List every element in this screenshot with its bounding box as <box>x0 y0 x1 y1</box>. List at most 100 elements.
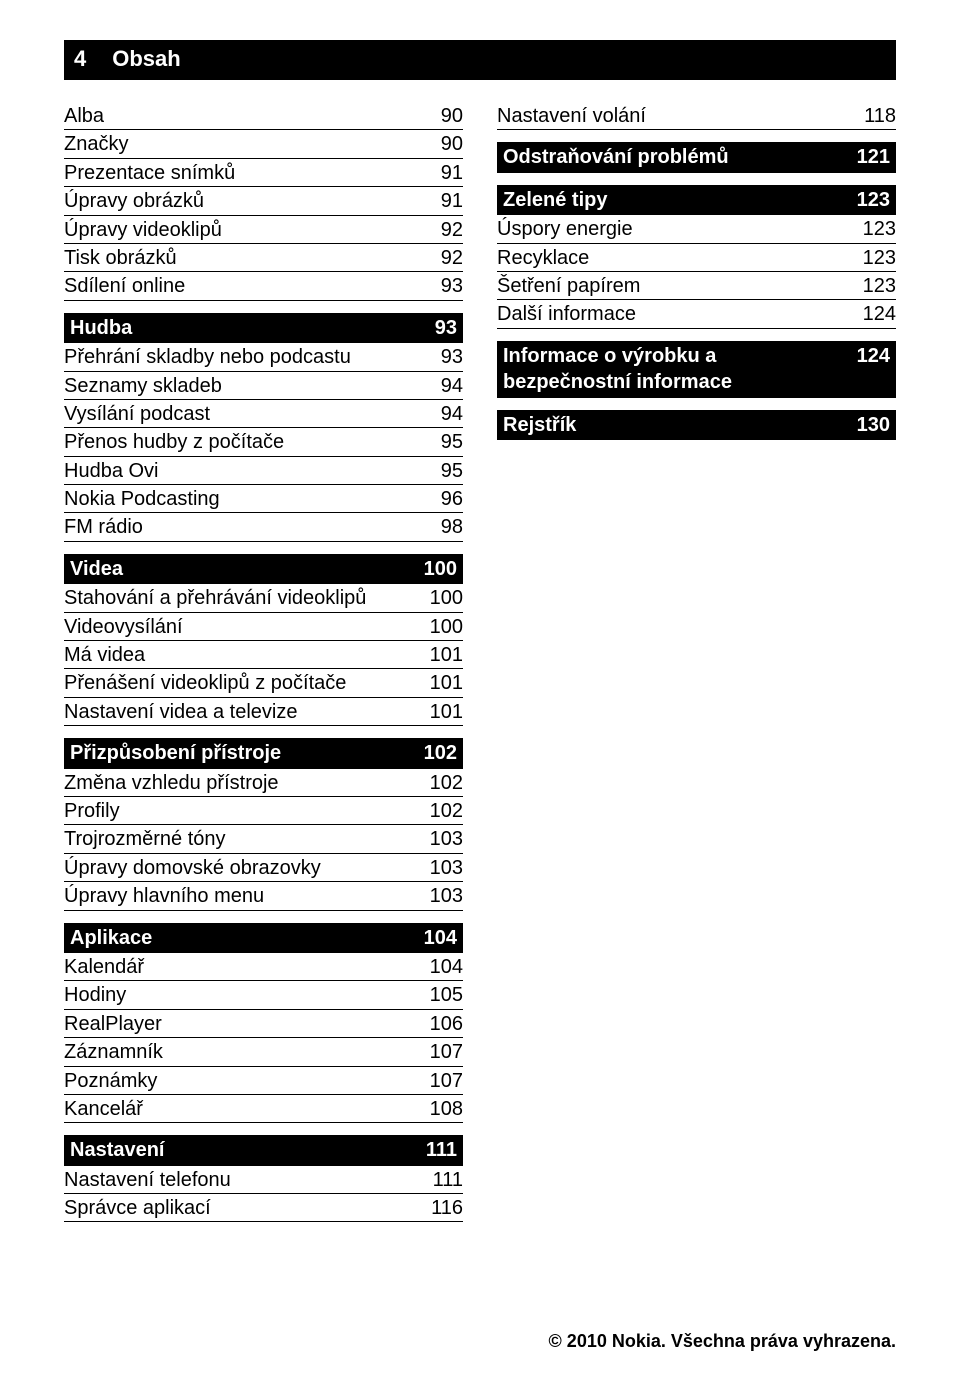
toc-entry-page: 90 <box>441 131 463 157</box>
toc-entry: Videovysílání100 <box>64 613 463 641</box>
toc-entry-page: 98 <box>441 514 463 540</box>
toc-entry-page: 107 <box>430 1068 463 1094</box>
toc-section-title: Videa <box>70 556 424 582</box>
toc-entry-title: Sdílení online <box>64 273 441 299</box>
toc-entry-title: Nastavení volání <box>497 103 864 129</box>
copyright-footer: © 2010 Nokia. Všechna práva vyhrazena. <box>549 1331 896 1352</box>
toc-entry-page: 105 <box>430 982 463 1008</box>
toc-entry-title: Nastavení videa a televize <box>64 699 430 725</box>
toc-columns: Alba90Značky90Prezentace snímků91Úpravy … <box>64 102 896 1222</box>
toc-entry-page: 92 <box>441 245 463 271</box>
toc-entry-title: Přenos hudby z počítače <box>64 429 441 455</box>
toc-entry: Seznamy skladeb94 <box>64 372 463 400</box>
toc-entry-page: 103 <box>430 855 463 881</box>
toc-section-title: Hudba <box>70 315 435 341</box>
toc-section-header: Informace o výrobku a bezpečnostní infor… <box>497 341 896 398</box>
toc-section-page: 100 <box>424 556 457 582</box>
toc-entry-page: 116 <box>431 1195 463 1221</box>
toc-section-page: 93 <box>435 315 457 341</box>
toc-entry-title: Úpravy obrázků <box>64 188 441 214</box>
toc-entry-page: 91 <box>441 188 463 214</box>
toc-entry: Nastavení volání118 <box>497 102 896 130</box>
toc-entry: RealPlayer106 <box>64 1010 463 1038</box>
toc-entry: Další informace124 <box>497 300 896 328</box>
toc-entry-title: Kancelář <box>64 1096 430 1122</box>
toc-entry-page: 93 <box>441 273 463 299</box>
toc-entry: Nastavení videa a televize101 <box>64 698 463 726</box>
toc-section-title: Nastavení <box>70 1137 426 1163</box>
toc-entry: Profily102 <box>64 797 463 825</box>
toc-entry-page: 101 <box>430 670 463 696</box>
toc-entry-title: Správce aplikací <box>64 1195 431 1221</box>
toc-entry-page: 94 <box>441 401 463 427</box>
toc-entry: Šetření papírem123 <box>497 272 896 300</box>
toc-entry-title: Alba <box>64 103 441 129</box>
toc-entry-page: 93 <box>441 344 463 370</box>
page-header: 4 Obsah <box>64 40 896 80</box>
toc-entry: Přehrání skladby nebo podcastu93 <box>64 343 463 371</box>
toc-entry: Tisk obrázků92 <box>64 244 463 272</box>
toc-entry-page: 103 <box>430 826 463 852</box>
toc-section-page: 130 <box>857 412 890 438</box>
toc-entry: Má videa101 <box>64 641 463 669</box>
toc-entry-title: Úpravy videoklipů <box>64 217 441 243</box>
toc-entry-title: Stahování a přehrávání videoklipů <box>64 585 430 611</box>
toc-entry-title: Nokia Podcasting <box>64 486 441 512</box>
toc-entry-title: Značky <box>64 131 441 157</box>
toc-entry-page: 92 <box>441 217 463 243</box>
toc-entry: Trojrozměrné tóny103 <box>64 825 463 853</box>
toc-section-title: Přizpůsobení přístroje <box>70 740 424 766</box>
toc-section-header: Aplikace104 <box>64 923 463 953</box>
toc-entry: Úpravy videoklipů92 <box>64 216 463 244</box>
toc-entry: Nokia Podcasting96 <box>64 485 463 513</box>
toc-entry-title: Hudba Ovi <box>64 458 441 484</box>
toc-entry-title: Změna vzhledu přístroje <box>64 770 430 796</box>
page: 4 Obsah Alba90Značky90Prezentace snímků9… <box>0 0 960 1380</box>
toc-section-header: Videa100 <box>64 554 463 584</box>
toc-entry-page: 123 <box>863 216 896 242</box>
toc-entry: Stahování a přehrávání videoklipů100 <box>64 584 463 612</box>
toc-column-left: Alba90Značky90Prezentace snímků91Úpravy … <box>64 102 463 1222</box>
toc-entry: Správce aplikací116 <box>64 1194 463 1222</box>
page-number: 4 <box>74 46 86 72</box>
toc-section-page: 104 <box>424 925 457 951</box>
toc-entry-title: Šetření papírem <box>497 273 863 299</box>
toc-entry-title: Úspory energie <box>497 216 863 242</box>
toc-entry-title: Hodiny <box>64 982 430 1008</box>
toc-entry-page: 111 <box>433 1167 463 1193</box>
toc-entry-title: Přenášení videoklipů z počítače <box>64 670 430 696</box>
toc-entry: Poznámky107 <box>64 1067 463 1095</box>
toc-entry-title: Kalendář <box>64 954 430 980</box>
toc-section-page: 123 <box>857 187 890 213</box>
toc-entry-title: Má videa <box>64 642 430 668</box>
toc-section-title: Zelené tipy <box>503 187 857 213</box>
toc-entry-page: 91 <box>441 160 463 186</box>
toc-section-page: 102 <box>424 740 457 766</box>
toc-entry-page: 123 <box>863 273 896 299</box>
toc-section-page: 111 <box>426 1137 457 1163</box>
toc-entry-title: Úpravy hlavního menu <box>64 883 430 909</box>
toc-entry: Úpravy hlavního menu103 <box>64 882 463 910</box>
toc-entry-page: 124 <box>863 301 896 327</box>
toc-entry-page: 90 <box>441 103 463 129</box>
toc-entry-title: Profily <box>64 798 430 824</box>
toc-entry: Změna vzhledu přístroje102 <box>64 769 463 797</box>
toc-entry-page: 102 <box>430 798 463 824</box>
toc-entry: Sdílení online93 <box>64 272 463 300</box>
toc-entry-page: 103 <box>430 883 463 909</box>
toc-entry-page: 100 <box>430 614 463 640</box>
toc-entry: Kalendář104 <box>64 953 463 981</box>
toc-section-header: Zelené tipy123 <box>497 185 896 215</box>
toc-entry: Prezentace snímků91 <box>64 159 463 187</box>
toc-entry-page: 118 <box>864 103 896 129</box>
toc-entry: Úspory energie123 <box>497 215 896 243</box>
toc-entry: Recyklace123 <box>497 244 896 272</box>
toc-entry-page: 107 <box>430 1039 463 1065</box>
toc-entry-page: 102 <box>430 770 463 796</box>
toc-section-header: Odstraňování problémů121 <box>497 142 896 172</box>
toc-entry-title: RealPlayer <box>64 1011 430 1037</box>
toc-section-page: 124 <box>857 343 890 369</box>
toc-section-title: Informace o výrobku a bezpečnostní infor… <box>503 343 857 396</box>
toc-entry: Kancelář108 <box>64 1095 463 1123</box>
toc-entry-page: 108 <box>430 1096 463 1122</box>
